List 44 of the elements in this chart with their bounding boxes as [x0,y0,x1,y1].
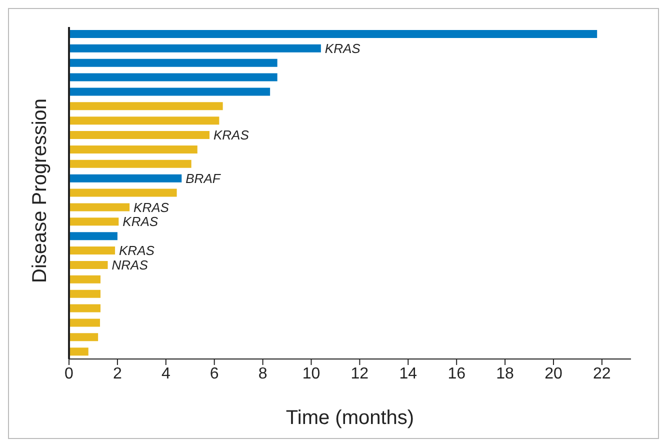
x-tick-label: 20 [544,365,562,382]
bar [69,304,100,312]
bar [69,58,278,67]
x-tick-label: 14 [399,365,418,382]
bar [69,260,108,269]
bar [69,73,278,82]
x-tick-label: 18 [496,365,514,382]
bar [69,174,182,182]
data-label: KRAS [214,128,250,143]
bar [69,333,98,342]
bar [69,131,210,140]
x-axis-title: Time (months) [286,407,414,429]
data-label: KRAS [324,40,361,56]
y-axis-title: Disease Progression [29,98,52,283]
x-tick-label: 8 [258,365,268,382]
x-tick-label: 0 [64,365,74,382]
x-tick-label: 6 [210,365,219,382]
bar [69,30,598,38]
x-tick-label: 4 [161,365,170,382]
bar [69,145,198,154]
bar [69,218,119,226]
x-tick-label: 2 [112,365,122,382]
bar [69,160,192,168]
bar [69,232,118,240]
bar [69,290,100,298]
x-tick-label: 16 [448,365,466,382]
bar [69,116,220,125]
bar [69,348,88,356]
bar [69,102,223,110]
data-label: BRAF [186,170,222,186]
bar [69,88,270,96]
bar [69,188,177,197]
x-tick-label: 10 [302,365,320,382]
data-label: NRAS [112,258,148,273]
bar [69,44,321,52]
data-label: KRAS [134,200,170,215]
bar [69,246,116,255]
x-tick-label: 12 [350,365,369,382]
data-label: KRAS [119,243,155,258]
data-label: KRAS [122,214,158,230]
bar [69,275,100,284]
bar [69,318,100,327]
bar [69,203,130,212]
x-tick-label: 22 [593,365,611,382]
